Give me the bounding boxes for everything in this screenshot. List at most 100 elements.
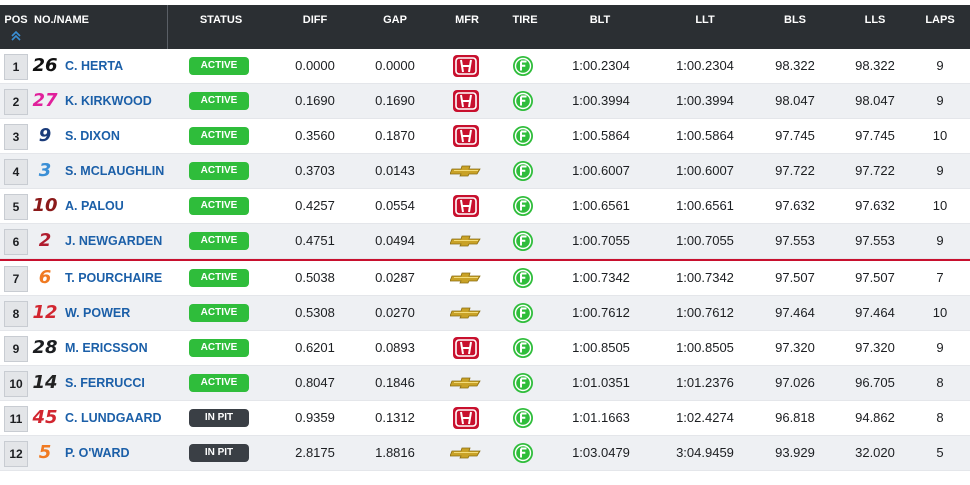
driver-name[interactable]: P. O'WARD [65,446,130,460]
tire-icon [512,55,534,77]
llt-value: 1:00.7342 [676,270,734,285]
position-badge: 4 [4,159,28,185]
header-diff[interactable]: DIFF [302,14,328,26]
header-lls[interactable]: LLS [864,14,886,26]
driver-name[interactable]: S. FERRUCCI [65,376,145,390]
llt-value: 3:04.9459 [676,445,734,460]
firestone-tire-icon [513,303,533,323]
bls-value: 96.818 [775,410,815,425]
llt-value: 1:00.7612 [676,305,734,320]
gap-value: 0.1690 [375,93,415,108]
header-pos[interactable]: POS [4,14,28,26]
driver-name[interactable]: S. DIXON [65,129,120,143]
position-badge: 2 [4,89,28,115]
blt-value: 1:00.2304 [572,58,630,73]
table-row[interactable]: 7 6 T. POURCHAIRE ACTIVE 0.5038 0.0287 1… [0,259,970,296]
status-badge: ACTIVE [189,162,249,180]
gap-value: 0.1870 [375,128,415,143]
table-row[interactable]: 12 5 P. O'WARD IN PIT 2.8175 1.8816 1:03… [0,436,970,471]
table-row[interactable]: 1 26 C. HERTA ACTIVE 0.0000 0.0000 1:00.… [0,49,970,84]
table-header: POS NO./NAME STATUS DIFF GAP MFR TIRE BL… [0,5,970,49]
driver-name[interactable]: K. KIRKWOOD [65,94,152,108]
gap-value: 0.0270 [375,305,415,320]
blt-value: 1:00.7342 [572,270,630,285]
table-row[interactable]: 8 12 W. POWER ACTIVE 0.5308 0.0270 1:00.… [0,296,970,331]
table-row[interactable]: 4 3 S. MCLAUGHLIN ACTIVE 0.3703 0.0143 1… [0,154,970,189]
position-badge: 6 [4,229,28,255]
lls-value: 94.862 [855,410,895,425]
firestone-tire-icon [513,91,533,111]
header-mfr[interactable]: MFR [455,14,479,26]
table-row[interactable]: 11 45 C. LUNDGAARD IN PIT 0.9359 0.1312 … [0,401,970,436]
laps-value: 10 [932,128,948,143]
status-badge: ACTIVE [189,127,249,145]
bls-value: 97.722 [775,163,815,178]
diff-value: 0.8047 [295,375,335,390]
lls-value: 98.047 [855,93,895,108]
header-no-name[interactable]: NO./NAME [34,14,89,26]
bls-value: 97.553 [775,233,815,248]
honda-icon [453,195,479,217]
table-row[interactable]: 10 14 S. FERRUCCI ACTIVE 0.8047 0.1846 1… [0,366,970,401]
driver-name[interactable]: S. MCLAUGHLIN [65,164,165,178]
status-badge: ACTIVE [189,304,249,322]
sort-chevrons-icon[interactable] [10,30,22,42]
llt-value: 1:00.7055 [676,233,734,248]
firestone-tire-icon [513,126,533,146]
gap-value: 1.8816 [375,445,415,460]
lls-value: 97.632 [855,198,895,213]
tire-icon [512,267,534,289]
chevrolet-bowtie-icon [449,307,481,319]
manufacturer-logo [452,406,480,430]
llt-value: 1:02.4274 [676,410,734,425]
table-row[interactable]: 2 27 K. KIRKWOOD ACTIVE 0.1690 0.1690 1:… [0,84,970,119]
status-badge: ACTIVE [189,57,249,75]
car-number: 26 [32,55,58,76]
header-divider [167,5,168,49]
car-number: 9 [38,125,52,146]
header-tire[interactable]: TIRE [512,14,538,26]
driver-name[interactable]: M. ERICSSON [65,341,148,355]
header-gap[interactable]: GAP [383,14,407,26]
table-row[interactable]: 9 28 M. ERICSSON ACTIVE 0.6201 0.0893 1:… [0,331,970,366]
header-bls[interactable]: BLS [784,14,806,26]
driver-name[interactable]: T. POURCHAIRE [65,271,163,285]
llt-value: 1:00.6007 [676,163,734,178]
firestone-tire-icon [513,231,533,251]
diff-value: 0.3560 [295,128,335,143]
status-badge: ACTIVE [189,339,249,357]
gap-value: 0.0000 [375,58,415,73]
diff-value: 0.4257 [295,198,335,213]
manufacturer-logo [449,229,481,253]
diff-value: 0.5038 [295,270,335,285]
table-row[interactable]: 5 10 A. PALOU ACTIVE 0.4257 0.0554 1:00.… [0,189,970,224]
header-status[interactable]: STATUS [199,14,243,26]
lls-value: 97.722 [855,163,895,178]
position-badge: 3 [4,124,28,150]
tire-icon [512,442,534,464]
laps-value: 9 [936,58,944,73]
bls-value: 97.464 [775,305,815,320]
tire-icon [512,372,534,394]
lls-value: 97.507 [855,270,895,285]
manufacturer-logo [452,89,480,113]
blt-value: 1:00.3994 [572,93,630,108]
car-number: 5 [38,442,52,463]
driver-name[interactable]: A. PALOU [65,199,124,213]
header-laps[interactable]: LAPS [925,14,955,26]
manufacturer-logo [449,301,481,325]
table-body: 1 26 C. HERTA ACTIVE 0.0000 0.0000 1:00.… [0,49,970,471]
header-llt[interactable]: LLT [695,14,715,26]
header-blt[interactable]: BLT [589,14,611,26]
bls-value: 97.632 [775,198,815,213]
driver-name[interactable]: C. HERTA [65,59,124,73]
driver-name[interactable]: W. POWER [65,306,131,320]
driver-name[interactable]: J. NEWGARDEN [65,234,163,248]
car-number: 3 [38,160,52,181]
firestone-tire-icon [513,161,533,181]
table-row[interactable]: 3 9 S. DIXON ACTIVE 0.3560 0.1870 1:00.5… [0,119,970,154]
table-row[interactable]: 6 2 J. NEWGARDEN ACTIVE 0.4751 0.0494 1:… [0,224,970,259]
diff-value: 0.5308 [295,305,335,320]
driver-name[interactable]: C. LUNDGAARD [65,411,162,425]
